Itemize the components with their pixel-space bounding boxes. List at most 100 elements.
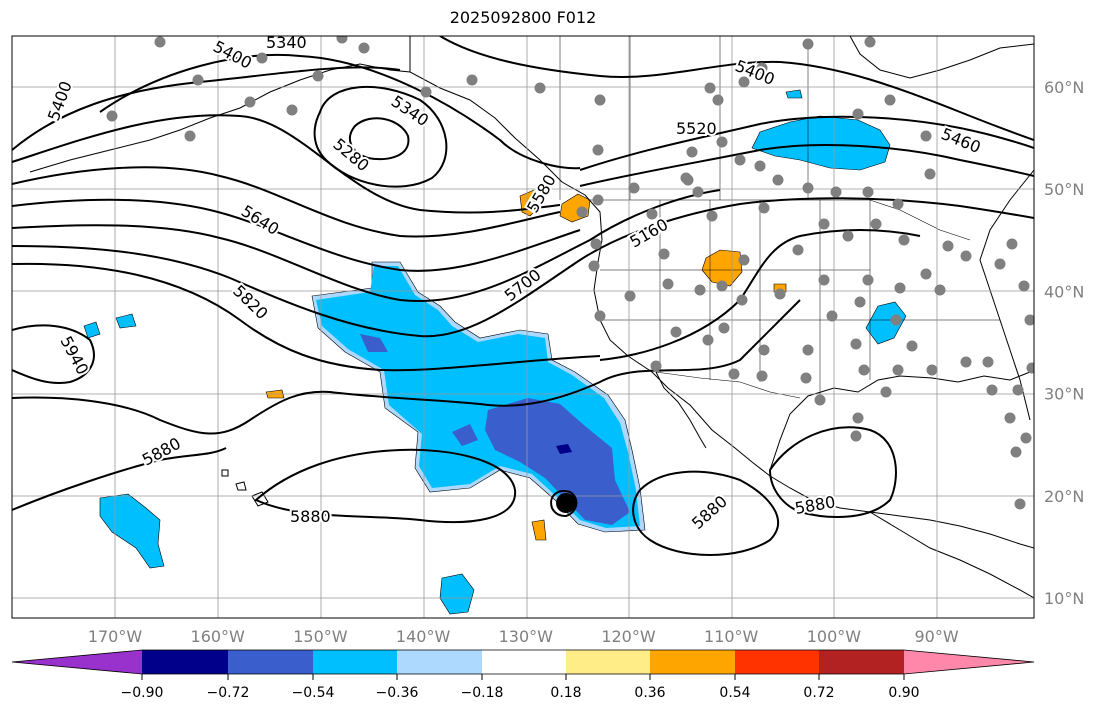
- lon-tick-label: 120°W: [601, 627, 656, 646]
- station-dot: [842, 230, 854, 242]
- lon-tick-label: 110°W: [704, 627, 759, 646]
- station-dot: [756, 62, 768, 74]
- map-title: 2025092800 F012: [449, 8, 597, 27]
- station-dot: [662, 278, 674, 290]
- contour-line: [632, 470, 780, 556]
- station-dot: [880, 386, 892, 398]
- station-dot: [624, 290, 636, 302]
- contour-label: 5880: [290, 507, 331, 526]
- colorbar-swatch: [819, 650, 904, 674]
- station-dot: [864, 36, 876, 48]
- station-dot: [818, 274, 830, 286]
- shading-medium-blue-patch: [452, 424, 478, 446]
- station-dot: [702, 334, 714, 346]
- station-dot: [694, 284, 706, 296]
- station-dot: [982, 356, 994, 368]
- colorbar-swatch: [142, 650, 228, 674]
- lat-tick-label: 30°N: [1044, 385, 1084, 404]
- station-dot: [628, 182, 640, 194]
- colorbar-tick-label: 0.36: [634, 685, 665, 701]
- contour-label: 5340: [266, 33, 307, 52]
- graticule: [12, 36, 1034, 618]
- station-dot: [858, 364, 870, 376]
- station-dot: [534, 82, 546, 94]
- colorbar-ticks: −0.90 −0.72 −0.54 −0.36 −0.18 0.18 0.36 0.54 0.7…: [121, 674, 920, 701]
- station-dot: [312, 70, 324, 82]
- contour-line: [12, 324, 95, 384]
- colorbar-low-extension: [12, 650, 142, 674]
- station-dot: [592, 194, 604, 206]
- station-layer: [106, 36, 1034, 510]
- station-dot: [1012, 384, 1024, 396]
- shading-medium-blue-region: [485, 398, 630, 525]
- station-dot: [826, 310, 838, 322]
- storm-marker-ring: [550, 490, 578, 518]
- lat-tick-label: 60°N: [1044, 78, 1084, 97]
- station-dot: [588, 260, 600, 272]
- station-dot: [986, 384, 998, 396]
- station-dot: [154, 36, 166, 48]
- station-dot: [728, 368, 740, 380]
- station-dot: [466, 74, 478, 86]
- station-dot: [862, 274, 874, 286]
- colorbar-tick-label: 0.18: [550, 685, 581, 701]
- station-dot: [738, 76, 750, 88]
- north-america-coastline: [409, 36, 1034, 549]
- contour-line: [254, 448, 517, 524]
- shading-cyan-small: [115, 313, 137, 329]
- station-dot: [706, 210, 718, 222]
- station-dot: [420, 86, 432, 98]
- colorbar-swatch: [566, 650, 650, 674]
- shading-cyan-hawaii-region: [99, 493, 165, 569]
- hawaii-island: [235, 481, 247, 491]
- station-dot: [1018, 280, 1030, 292]
- station-dot: [692, 186, 704, 198]
- station-dot: [924, 168, 936, 180]
- contour-line: [313, 85, 448, 188]
- station-dot: [758, 202, 770, 214]
- contour-line: [12, 262, 601, 372]
- station-dot: [818, 218, 830, 230]
- station-dot: [670, 326, 682, 338]
- station-dot: [592, 144, 604, 156]
- station-dot: [756, 370, 768, 382]
- station-dot: [736, 294, 748, 306]
- lat-tick-label: 20°N: [1044, 487, 1084, 506]
- colorbar-tick-label: 0.72: [803, 685, 834, 701]
- station-dot: [1020, 432, 1032, 444]
- station-dot: [802, 182, 814, 194]
- station-dot: [718, 322, 730, 334]
- station-dot: [934, 284, 946, 296]
- station-dot: [1024, 314, 1034, 326]
- contour-line: [99, 53, 581, 170]
- contour-line: [12, 299, 801, 435]
- station-dot: [852, 108, 864, 120]
- gulf-coastline: [769, 371, 1031, 471]
- shading-cyan-small: [83, 321, 101, 339]
- shading-orange-region: [531, 519, 547, 541]
- baja-coastline: [655, 371, 707, 449]
- lon-tick-label: 160°W: [191, 627, 246, 646]
- station-dot: [1014, 498, 1026, 510]
- station-dot: [1026, 362, 1034, 374]
- lon-tick-label: 140°W: [396, 627, 451, 646]
- lon-tick-label: 100°W: [807, 627, 862, 646]
- station-dot: [850, 338, 862, 350]
- station-dot: [892, 198, 904, 210]
- station-dot: [192, 74, 204, 86]
- station-dot: [920, 268, 932, 280]
- station-dot: [658, 248, 670, 260]
- lon-tick-label: 170°W: [88, 627, 143, 646]
- station-dot: [802, 344, 814, 356]
- station-dot: [906, 340, 918, 352]
- shading-cyan-arkansas: [865, 301, 907, 345]
- colorbar: −0.90 −0.72 −0.54 −0.36 −0.18 0.18 0.36 0.54 0.7…: [11, 649, 1035, 701]
- colorbar-high-extension: [904, 650, 1034, 674]
- station-dot: [738, 254, 750, 266]
- station-dot: [754, 160, 766, 172]
- station-dot: [590, 238, 602, 250]
- station-dot: [920, 130, 932, 142]
- station-dot: [884, 94, 896, 106]
- hudson-coastline: [849, 36, 1034, 79]
- station-dot: [830, 186, 842, 198]
